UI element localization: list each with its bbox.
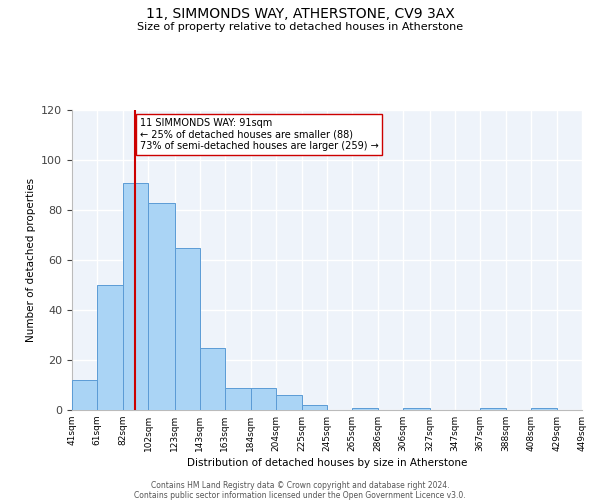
- Text: Contains HM Land Registry data © Crown copyright and database right 2024.: Contains HM Land Registry data © Crown c…: [151, 481, 449, 490]
- Bar: [97, 285, 123, 410]
- Text: 11 SIMMONDS WAY: 91sqm
← 25% of detached houses are smaller (88)
73% of semi-det: 11 SIMMONDS WAY: 91sqm ← 25% of detached…: [139, 118, 378, 150]
- Text: Contains public sector information licensed under the Open Government Licence v3: Contains public sector information licen…: [134, 491, 466, 500]
- Bar: [531, 408, 557, 410]
- Bar: [175, 248, 199, 410]
- Bar: [302, 405, 327, 410]
- Text: Distribution of detached houses by size in Atherstone: Distribution of detached houses by size …: [187, 458, 467, 468]
- Bar: [148, 202, 175, 410]
- Text: Size of property relative to detached houses in Atherstone: Size of property relative to detached ho…: [137, 22, 463, 32]
- Bar: [403, 408, 430, 410]
- Bar: [199, 348, 224, 410]
- Bar: [276, 395, 302, 410]
- Bar: [72, 380, 97, 410]
- Bar: [352, 408, 378, 410]
- Y-axis label: Number of detached properties: Number of detached properties: [26, 178, 35, 342]
- Bar: [123, 182, 148, 410]
- Bar: [251, 388, 276, 410]
- Bar: [224, 388, 251, 410]
- Bar: [479, 408, 506, 410]
- Text: 11, SIMMONDS WAY, ATHERSTONE, CV9 3AX: 11, SIMMONDS WAY, ATHERSTONE, CV9 3AX: [146, 8, 454, 22]
